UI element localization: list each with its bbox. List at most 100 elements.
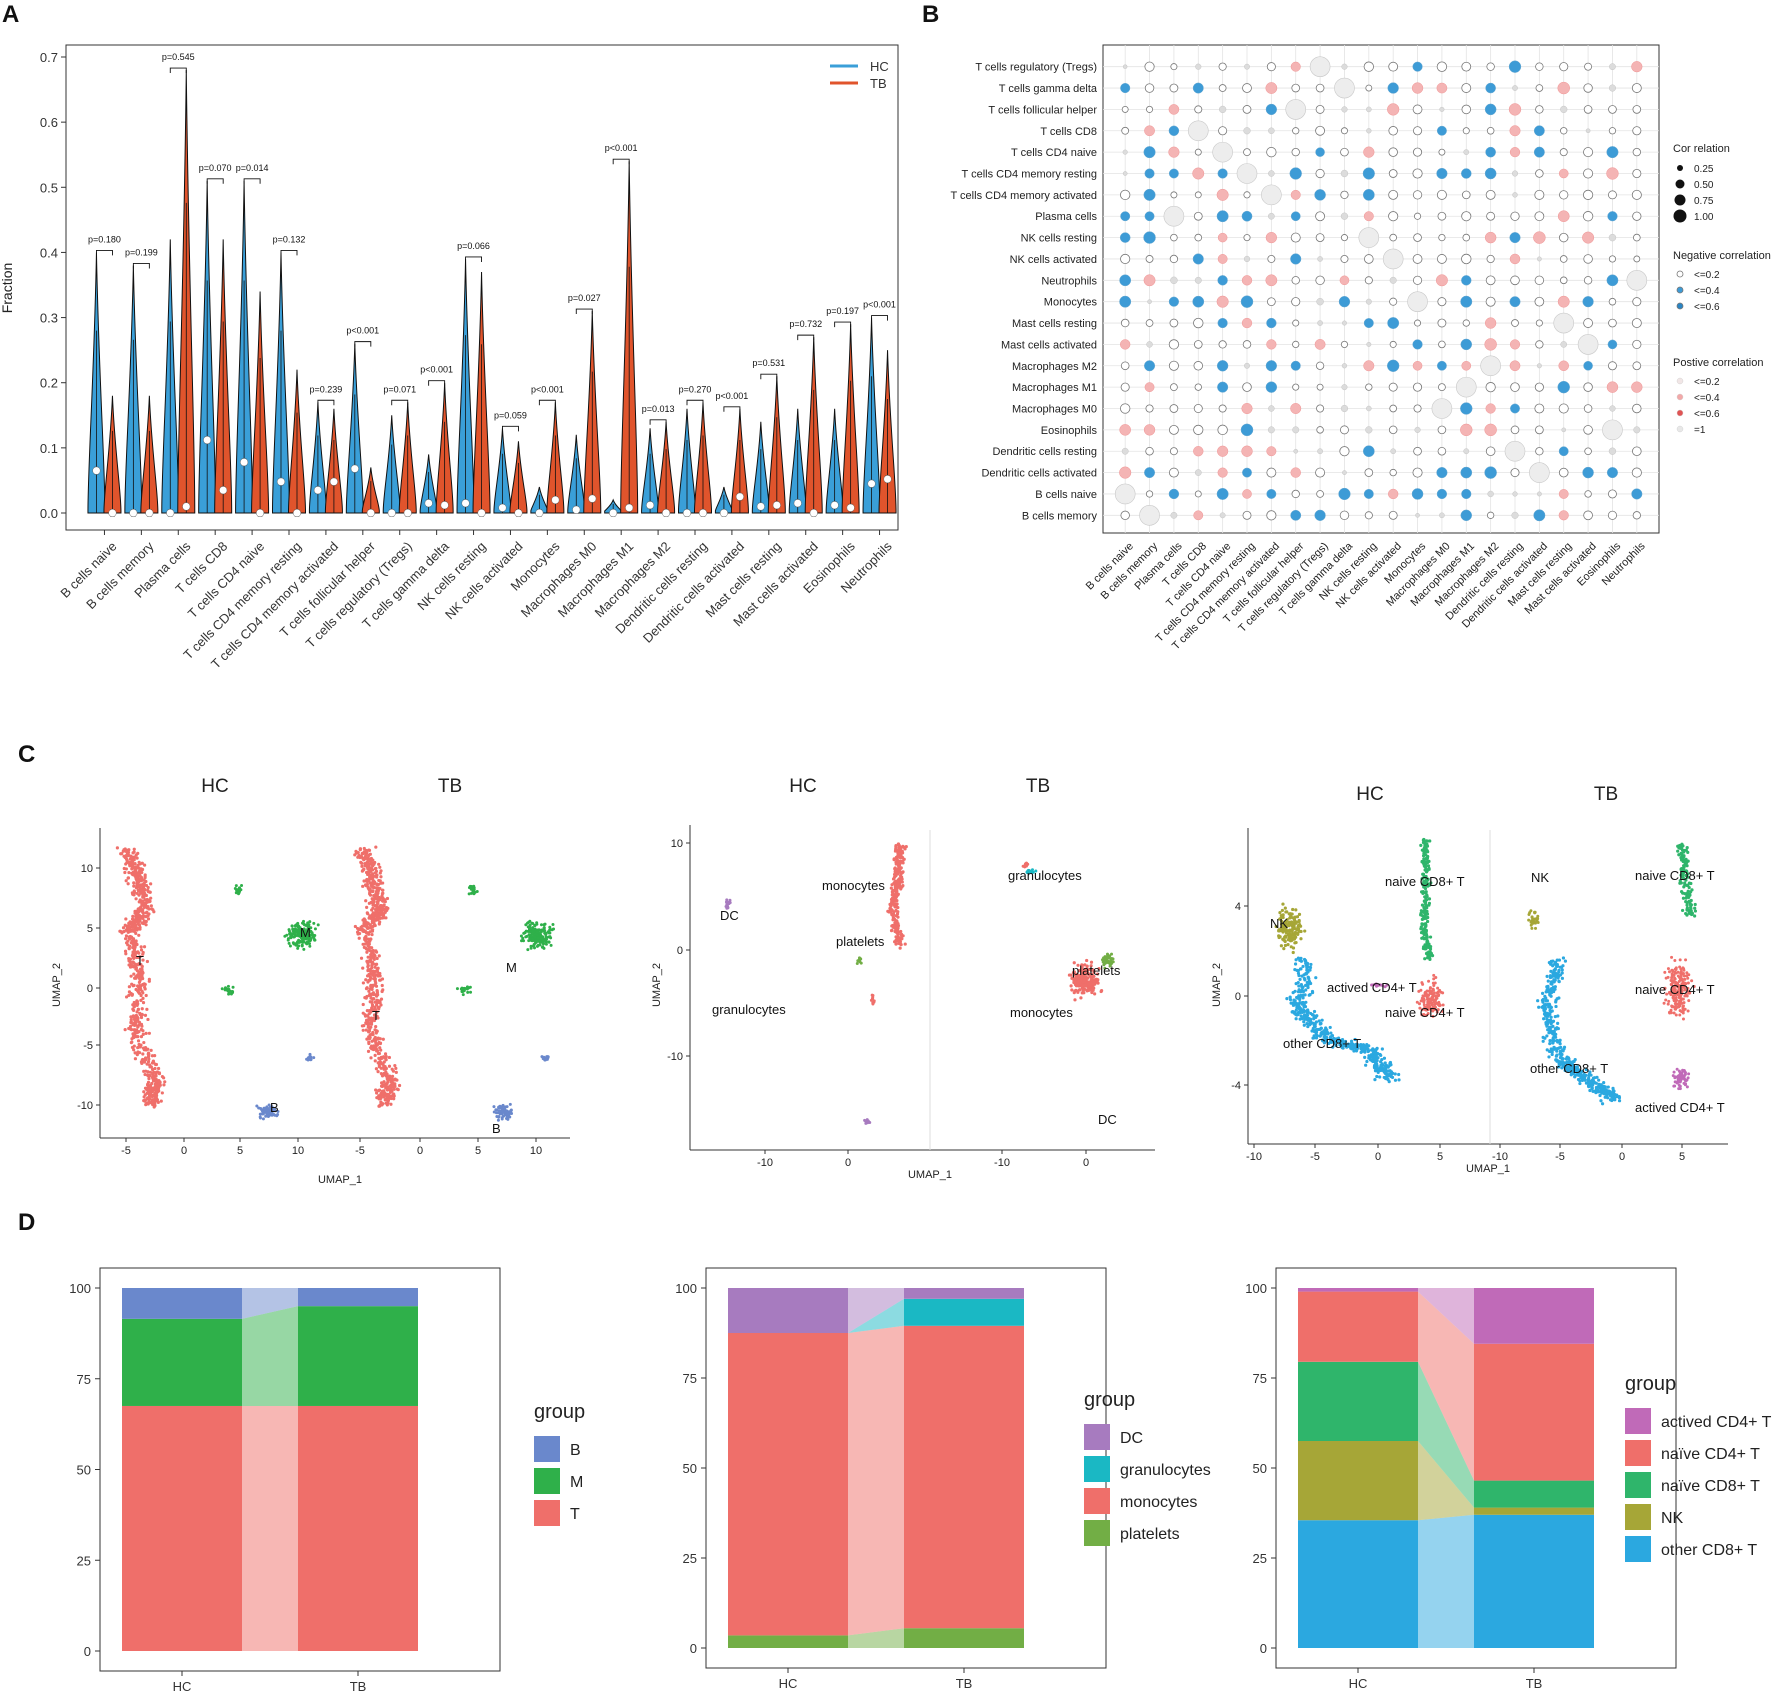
umap-point	[1387, 1072, 1392, 1076]
neg-dot-weak	[1412, 168, 1423, 179]
pos-dot-weak	[1268, 170, 1275, 177]
umap-point	[129, 1028, 134, 1032]
neg-dot-weak	[1169, 318, 1179, 328]
row-label: Monocytes	[1044, 297, 1098, 309]
umap-point	[546, 930, 550, 934]
umap-point	[374, 894, 378, 898]
umap-point	[1288, 998, 1293, 1002]
umap-point	[1299, 956, 1303, 960]
neg-dot-weak	[1218, 84, 1227, 92]
umap-point	[1308, 968, 1312, 972]
pos-dot	[1485, 403, 1496, 414]
umap-point	[528, 923, 532, 927]
neg-dot-weak	[1462, 319, 1470, 327]
legend-label-tb: TB	[870, 76, 887, 91]
pos-dot-weak	[1219, 105, 1227, 114]
pos-dot	[1217, 232, 1228, 243]
pos-dot	[1119, 424, 1131, 436]
umap-point	[551, 923, 555, 927]
umap-point	[1368, 1055, 1372, 1059]
neg-dot-weak	[1388, 147, 1398, 157]
umap-ytick-label: 0	[87, 983, 93, 995]
violin-median-dot	[313, 486, 322, 495]
umap-point	[136, 955, 141, 960]
umap-point	[227, 992, 231, 996]
umap-point	[542, 923, 546, 927]
umap-point	[150, 1081, 154, 1086]
umap-point	[134, 866, 139, 870]
umap-point	[866, 1120, 870, 1124]
violin-median-dot	[92, 466, 101, 475]
umap-point	[1365, 1059, 1369, 1064]
umap-point	[1288, 995, 1292, 999]
neg-dot	[1217, 275, 1228, 286]
diagonal-dot	[1529, 462, 1550, 483]
umap-point	[1280, 922, 1284, 926]
neg-dot-weak	[1438, 383, 1446, 392]
umap-point	[367, 945, 372, 949]
umap-point	[147, 1074, 151, 1078]
neg-dot-weak	[1510, 382, 1520, 392]
umap-point	[1375, 1066, 1379, 1071]
umap-point	[134, 966, 138, 970]
pos-dot	[1241, 317, 1253, 329]
umap-point	[531, 921, 535, 925]
neg-dot-weak	[1340, 190, 1349, 200]
panel-letter-b: B	[922, 1, 939, 28]
neg-dot-weak	[1145, 319, 1154, 327]
umap-point	[137, 933, 141, 937]
umap-point	[1337, 1036, 1341, 1040]
umap-point	[1352, 1049, 1356, 1053]
pos-dot	[1265, 82, 1278, 94]
umap-point	[129, 1015, 133, 1019]
umap-point	[1550, 1020, 1554, 1024]
umap-point	[370, 917, 374, 921]
umap-point	[1281, 930, 1285, 934]
umap-point	[1422, 910, 1426, 914]
neg-dot-weak	[1486, 126, 1495, 135]
umap-point	[1544, 999, 1548, 1003]
umap-ytick-label: 5	[87, 923, 93, 935]
umap-point	[146, 1087, 150, 1092]
umap-point	[897, 885, 901, 889]
neg-dot-weak	[1535, 447, 1544, 456]
neg-dot-weak	[1608, 127, 1617, 135]
umap-point	[1529, 909, 1533, 913]
umap-point	[1440, 1009, 1444, 1013]
neg-dot-weak	[1486, 211, 1496, 221]
umap-point	[1296, 1012, 1300, 1017]
significance-bracket	[649, 419, 667, 425]
neg-dot-weak	[1194, 191, 1202, 199]
pos-dot	[1363, 211, 1374, 222]
umap-point	[369, 858, 373, 862]
umap-point	[369, 949, 374, 954]
umap-point	[144, 911, 148, 915]
umap-point	[1294, 1017, 1298, 1021]
umap-point	[1317, 1019, 1321, 1023]
umap-point	[131, 1003, 135, 1007]
umap-point	[529, 946, 533, 950]
neg-dot-weak	[1193, 424, 1204, 435]
umap-point	[889, 904, 893, 908]
violin-median-dot	[772, 501, 781, 510]
umap-point	[363, 1013, 367, 1017]
neg-dot	[1412, 61, 1423, 72]
umap-point	[371, 960, 375, 965]
umap-point	[1557, 970, 1561, 974]
umap-point	[136, 884, 141, 888]
umap-point	[1548, 1041, 1552, 1046]
umap-point	[312, 921, 316, 925]
neg-dot-weak	[1266, 62, 1276, 72]
neg-dot	[1412, 339, 1423, 350]
umap-point	[1297, 984, 1301, 988]
umap-point	[1432, 973, 1436, 977]
pos-dot	[1241, 403, 1253, 414]
pos-dot	[1168, 104, 1180, 115]
violin-median-dot	[461, 499, 470, 508]
umap-point	[133, 862, 137, 866]
umap-xtick-label: 5	[475, 1145, 481, 1157]
umap-point	[1107, 961, 1111, 965]
row-label: Dendritic cells activated	[981, 468, 1097, 480]
diagonal-dot	[1407, 291, 1428, 312]
umap-point	[149, 1092, 153, 1096]
